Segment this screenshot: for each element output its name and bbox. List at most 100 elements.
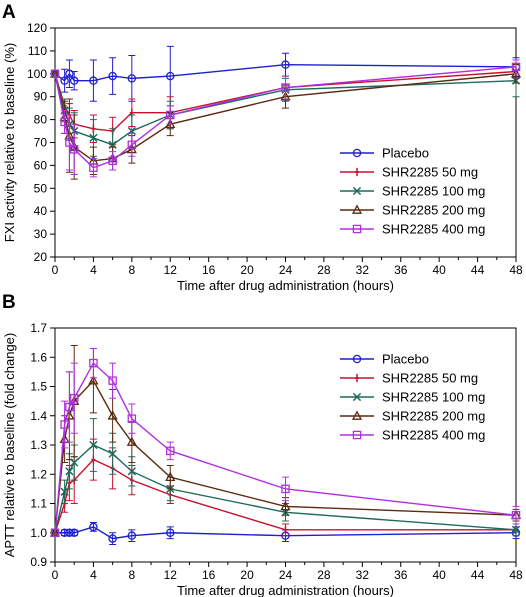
x-tick-label: 32 bbox=[356, 263, 370, 277]
legend-label: SHR2285 400 mg bbox=[382, 428, 485, 443]
data-point bbox=[511, 525, 521, 534]
y-tick-label: 110 bbox=[28, 44, 47, 58]
y-tick-label: 60 bbox=[34, 158, 48, 172]
x-tick-label: 40 bbox=[432, 263, 446, 277]
data-point bbox=[127, 414, 137, 423]
legend-marker bbox=[355, 373, 359, 383]
data-point bbox=[89, 133, 98, 143]
x-tick-label: 16 bbox=[202, 263, 216, 277]
data-point bbox=[280, 91, 291, 101]
legend-marker bbox=[352, 354, 362, 364]
x-axis-title: Time after drug administration (hours) bbox=[177, 278, 394, 293]
data-point bbox=[60, 117, 69, 127]
x-tick-label: 12 bbox=[164, 568, 178, 582]
data-point bbox=[69, 393, 79, 403]
data-point bbox=[50, 528, 60, 538]
data-point bbox=[60, 528, 69, 538]
x-tick-label: 0 bbox=[52, 568, 59, 582]
y-tick-label: 1.4 bbox=[30, 409, 47, 423]
y-tick-label: 30 bbox=[34, 227, 48, 241]
x-tick-label: 44 bbox=[471, 568, 485, 582]
data-point bbox=[50, 69, 60, 79]
data-point bbox=[127, 531, 137, 540]
error-bar bbox=[282, 476, 289, 502]
data-point bbox=[108, 156, 117, 166]
legend-label: Placebo bbox=[382, 146, 429, 161]
data-point bbox=[281, 60, 290, 69]
series-line bbox=[54, 361, 517, 533]
y-axis: 20 30 40 50 60 70 80 90 100 110 120 bbox=[27, 21, 55, 264]
x-tick-label: 12 bbox=[164, 263, 178, 277]
y-tick-label: 1.6 bbox=[30, 350, 47, 364]
data-point bbox=[108, 71, 117, 81]
error-bar bbox=[512, 59, 520, 75]
x-tick-label: 20 bbox=[240, 568, 254, 582]
y-tick-label: 90 bbox=[34, 90, 48, 104]
x-tick-label: 24 bbox=[279, 568, 293, 582]
legend: Placebo SHR2285 50 mg SHR2285 100 mg SHR228… bbox=[340, 146, 485, 237]
data-point bbox=[60, 76, 69, 85]
data-point bbox=[165, 528, 175, 538]
data-point bbox=[165, 446, 175, 456]
x-tick-label: 20 bbox=[240, 263, 254, 277]
data-point bbox=[89, 358, 98, 368]
error-bar bbox=[128, 132, 136, 157]
x-tick-label: 36 bbox=[394, 263, 408, 277]
x-tick-label: 16 bbox=[202, 568, 216, 582]
x-tick-label: 32 bbox=[356, 568, 370, 582]
legend-marker bbox=[351, 410, 363, 420]
data-point bbox=[165, 471, 176, 482]
series-line bbox=[54, 73, 517, 162]
legend-marker bbox=[352, 392, 362, 402]
y-tick-label: 0.9 bbox=[30, 555, 47, 569]
data-point bbox=[70, 458, 79, 467]
legend-marker bbox=[351, 204, 363, 214]
x-tick-label: 8 bbox=[128, 263, 135, 277]
data-point bbox=[60, 487, 69, 496]
x-tick-label: 36 bbox=[394, 568, 408, 582]
legend: Placebo SHR2285 50 mg SHR2285 100 mg SHR228… bbox=[340, 352, 485, 443]
y-tick-label: 120 bbox=[27, 21, 47, 35]
x-tick-label: 4 bbox=[90, 263, 97, 277]
error-bar bbox=[65, 59, 73, 89]
data-point bbox=[89, 440, 98, 450]
series-line bbox=[54, 444, 517, 533]
y-tick-label: 80 bbox=[34, 113, 48, 127]
legend-label: SHR2285 400 mg bbox=[382, 222, 485, 237]
series-line bbox=[54, 379, 517, 533]
x-tick-label: 28 bbox=[317, 263, 331, 277]
data-point bbox=[69, 76, 79, 85]
data-point bbox=[89, 522, 98, 532]
y-tick-label: 20 bbox=[34, 250, 48, 264]
error-bar bbox=[109, 57, 117, 95]
series-shr2285-400-mg bbox=[50, 59, 521, 178]
data-point bbox=[89, 76, 98, 85]
x-axis: 0 4 8 12 16 20 24 28 32 36 40 44 48 bbox=[52, 562, 523, 582]
data-point bbox=[511, 510, 521, 520]
data-point bbox=[108, 449, 117, 458]
y-tick-label: 1.2 bbox=[30, 467, 47, 481]
y-axis-title: FXI activity relative to baseline (%) bbox=[2, 43, 17, 242]
y-tick-label: 40 bbox=[34, 204, 48, 218]
error-bar bbox=[65, 371, 73, 443]
y-tick-label: 1.5 bbox=[30, 380, 47, 394]
error-bar bbox=[109, 362, 117, 399]
data-point bbox=[65, 138, 74, 147]
y-tick-label: 100 bbox=[27, 67, 47, 81]
x-tick-label: 8 bbox=[128, 568, 135, 582]
error-bar bbox=[166, 441, 174, 461]
y-tick-label: 1.7 bbox=[30, 321, 47, 335]
data-point bbox=[107, 410, 118, 420]
panel-letter: A bbox=[2, 2, 16, 23]
y-axis: 0.9 1.0 1.1 1.2 1.3 1.4 1.5 1.6 1.7 bbox=[30, 321, 55, 569]
x-tick-label: 0 bbox=[52, 263, 59, 277]
legend-label: SHR2285 200 mg bbox=[382, 203, 485, 218]
series-shr2285-50-mg bbox=[53, 438, 520, 537]
data-point bbox=[65, 402, 74, 412]
x-tick-label: 48 bbox=[509, 263, 523, 277]
error-bar bbox=[166, 464, 174, 490]
error-bar bbox=[89, 59, 97, 102]
legend-label: SHR2285 200 mg bbox=[382, 409, 485, 424]
